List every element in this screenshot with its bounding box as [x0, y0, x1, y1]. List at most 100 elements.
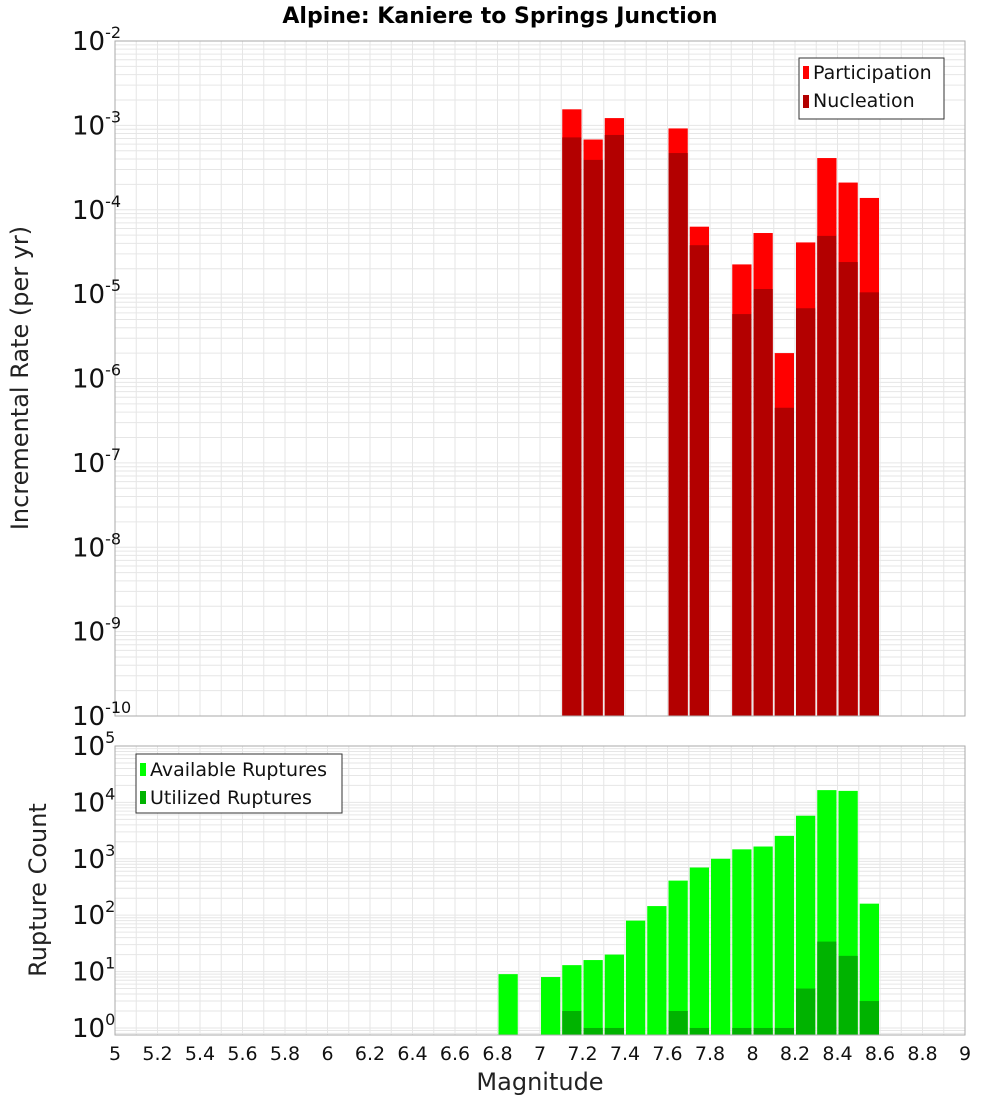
bottom-bar-available-ruptures — [689, 867, 709, 1035]
x-tick-label: 7.2 — [567, 1043, 597, 1065]
bottom-y-axis-label: Rupture Count — [24, 803, 52, 977]
bottom-bar-available-ruptures — [753, 846, 773, 1035]
bottom-bar-utilized-ruptures — [604, 1027, 624, 1035]
bottom-bar-utilized-ruptures — [562, 1010, 582, 1035]
top-bar-nucleation — [859, 292, 879, 716]
bottom-y-ticks: 100 101 102 103 104 105 — [72, 728, 115, 1044]
x-tick-label: 5.4 — [185, 1043, 215, 1065]
x-tick-label: 5.2 — [142, 1043, 172, 1065]
bottom-y-tick-label: 104 — [72, 784, 115, 818]
legend-swatch-participation — [803, 66, 809, 79]
top-grid — [114, 40, 966, 717]
legend-label-utilized: Utilized Ruptures — [150, 787, 312, 809]
top-bar-nucleation — [668, 153, 688, 716]
legend-label-available: Available Ruptures — [150, 759, 327, 781]
legend-swatch-utilized — [140, 791, 146, 804]
bottom-y-tick-label: 100 — [72, 1010, 115, 1044]
bottom-y-tick-label: 105 — [72, 728, 115, 762]
bottom-bar-utilized-ruptures — [859, 1001, 879, 1035]
bottom-bar-utilized-ruptures — [668, 1010, 688, 1035]
x-tick-label: 6.6 — [440, 1043, 470, 1065]
bottom-bar-utilized-ruptures — [689, 1027, 709, 1035]
bottom-bar-available-ruptures — [711, 858, 731, 1035]
top-bar-nucleation — [583, 159, 603, 717]
top-y-tick-label: 10-4 — [72, 192, 121, 226]
top-panel: 10-10 10-9 10-8 10-7 10-6 10-5 10-4 10-3 10-2 In… — [6, 23, 966, 732]
bottom-bars — [498, 790, 879, 1035]
bottom-bar-available-ruptures — [541, 977, 561, 1035]
x-tick-label: 8 — [746, 1043, 758, 1065]
top-y-tick-label: 10-7 — [72, 445, 121, 479]
bottom-y-tick-label: 103 — [72, 841, 115, 875]
top-y-tick-label: 10-2 — [72, 23, 121, 57]
bottom-bar-available-ruptures — [647, 906, 667, 1035]
bottom-bar-available-ruptures — [498, 974, 518, 1035]
top-bar-nucleation — [604, 134, 624, 717]
bottom-bar-utilized-ruptures — [774, 1027, 794, 1035]
bottom-bar-utilized-ruptures — [817, 941, 837, 1035]
top-bar-nucleation — [796, 308, 816, 716]
top-y-tick-label: 10-5 — [72, 276, 121, 310]
top-bar-nucleation — [732, 314, 752, 716]
bottom-bar-available-ruptures — [668, 880, 688, 1035]
bottom-legend: Available Ruptures Utilized Ruptures — [135, 753, 343, 814]
bottom-bar-utilized-ruptures — [838, 955, 858, 1035]
top-plot-border — [114, 40, 966, 717]
x-tick-label: 5.6 — [227, 1043, 257, 1065]
legend-swatch-nucleation — [803, 95, 809, 108]
top-legend-box — [798, 57, 945, 120]
bottom-bar-available-ruptures — [796, 815, 816, 1035]
legend-label-nucleation: Nucleation — [813, 90, 915, 112]
x-ticks: 5 5.2 5.4 5.6 5.8 6 6.2 6.4 6.6 6.8 7 7.2 7.4 7.6 7.8 8… — [109, 1043, 971, 1065]
bottom-y-tick-label: 102 — [72, 897, 115, 931]
bottom-bar-utilized-ruptures — [796, 988, 816, 1035]
bottom-bar-available-ruptures — [604, 954, 624, 1035]
x-tick-label: 5.8 — [270, 1043, 300, 1065]
top-bar-nucleation — [562, 137, 582, 716]
top-y-tick-label: 10-3 — [72, 107, 121, 141]
x-tick-label: 5 — [109, 1043, 121, 1065]
top-bar-nucleation — [817, 235, 837, 716]
bottom-plot-border — [114, 745, 966, 1036]
bottom-bar-utilized-ruptures — [753, 1027, 773, 1035]
bottom-bar-utilized-ruptures — [732, 1027, 752, 1035]
x-tick-label: 8.4 — [822, 1043, 852, 1065]
x-tick-label: 7.4 — [610, 1043, 640, 1065]
top-bar-nucleation — [774, 407, 794, 716]
bottom-bar-available-ruptures — [732, 849, 752, 1035]
x-tick-label: 8.2 — [780, 1043, 810, 1065]
bottom-bar-available-ruptures — [583, 960, 603, 1035]
top-y-axis-label: Incremental Rate (per yr) — [6, 226, 34, 530]
legend-label-participation: Participation — [813, 62, 932, 84]
x-tick-label: 7 — [534, 1043, 546, 1065]
x-tick-label: 6 — [321, 1043, 333, 1065]
top-bar-nucleation — [689, 245, 709, 717]
bottom-bar-utilized-ruptures — [583, 1027, 603, 1035]
top-y-tick-label: 10-10 — [72, 698, 131, 732]
x-tick-label: 8.6 — [865, 1043, 895, 1065]
top-y-tick-label: 10-6 — [72, 361, 121, 395]
bottom-legend-box — [135, 753, 343, 814]
bottom-y-tick-label: 101 — [72, 954, 115, 988]
bottom-bar-available-ruptures — [626, 920, 646, 1035]
x-tick-label: 7.6 — [652, 1043, 682, 1065]
x-tick-label: 9 — [959, 1043, 971, 1065]
x-tick-label: 7.8 — [695, 1043, 725, 1065]
x-tick-label: 6.8 — [482, 1043, 512, 1065]
x-tick-label: 6.2 — [355, 1043, 385, 1065]
top-y-tick-label: 10-8 — [72, 529, 121, 563]
x-tick-label: 8.8 — [907, 1043, 937, 1065]
top-y-tick-label: 10-9 — [72, 614, 121, 648]
top-bars — [562, 109, 879, 717]
chart-title: Alpine: Kaniere to Springs Junction — [282, 4, 717, 29]
top-bar-nucleation — [753, 289, 773, 716]
bottom-bar-available-ruptures — [774, 835, 794, 1035]
top-y-ticks: 10-10 10-9 10-8 10-7 10-6 10-5 10-4 10-3 10-2 — [72, 23, 131, 732]
top-legend: Participation Nucleation — [798, 57, 945, 120]
bottom-panel: 100 101 102 103 104 105 Rupture Count Availab… — [24, 728, 971, 1096]
x-axis-label: Magnitude — [476, 1068, 603, 1096]
legend-swatch-available — [140, 763, 146, 776]
top-bar-nucleation — [838, 262, 858, 716]
x-tick-label: 6.4 — [397, 1043, 427, 1065]
